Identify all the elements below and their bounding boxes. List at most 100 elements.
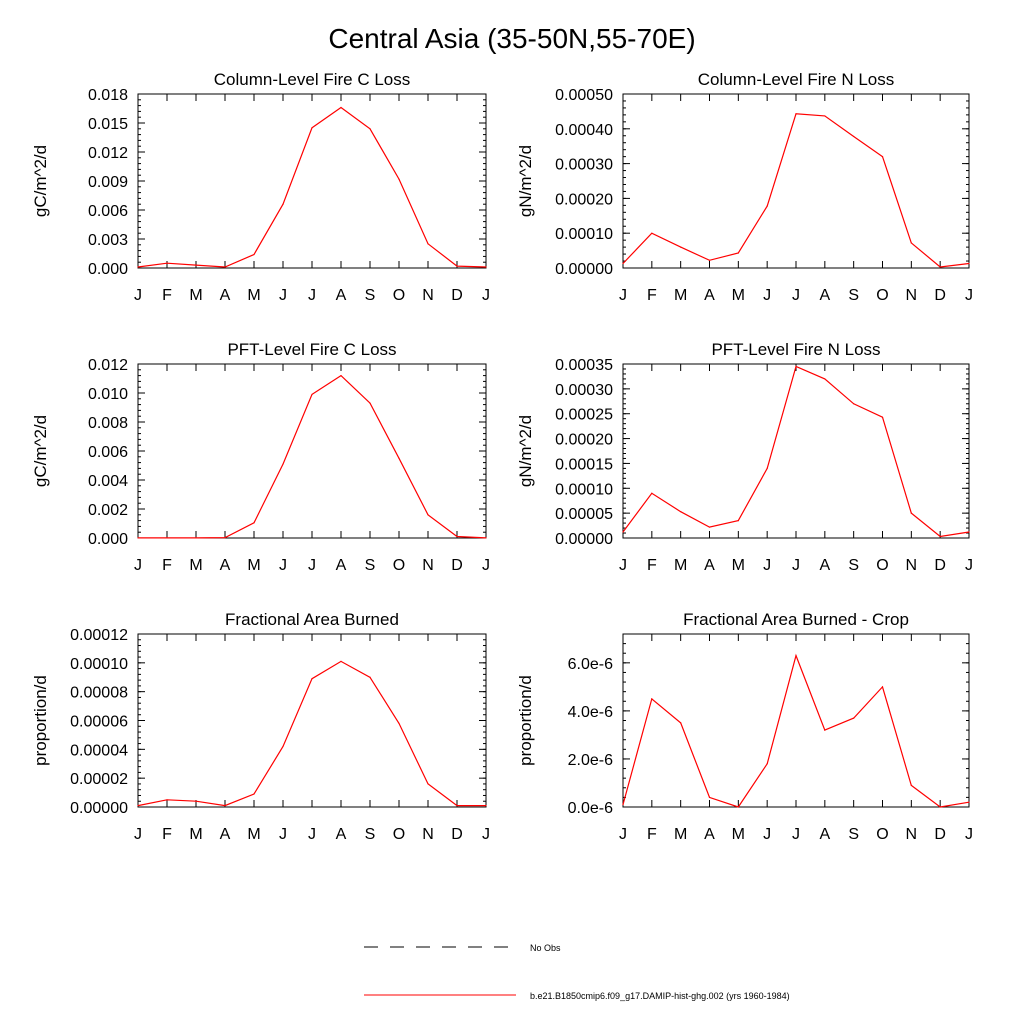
x-tick-label: S xyxy=(365,826,376,843)
data-point xyxy=(737,520,739,522)
x-tick-label: M xyxy=(247,826,260,843)
y-tick-label: 0.00008 xyxy=(70,685,128,702)
data-point xyxy=(795,655,797,657)
y-tick-label: 0.003 xyxy=(88,232,128,249)
x-tick-label: M xyxy=(189,557,202,574)
y-tick-label: 0.00000 xyxy=(70,800,128,817)
data-point xyxy=(398,722,400,724)
data-point xyxy=(253,253,255,256)
y-tick-label: 0.012 xyxy=(88,357,128,374)
x-tick-label: N xyxy=(422,557,434,574)
x-tick-label: J xyxy=(965,557,973,574)
data-point xyxy=(224,804,226,807)
y-tick-label: 0.000 xyxy=(88,261,128,278)
x-tick-label: J xyxy=(482,557,490,574)
series-line xyxy=(137,660,486,807)
x-tick-label: J xyxy=(308,826,316,843)
plot-frame xyxy=(137,93,487,269)
x-tick-label: J xyxy=(763,287,771,304)
x-tick-label: J xyxy=(619,287,627,304)
plot-frame xyxy=(622,93,970,269)
y-tick-label: 0.0e-6 xyxy=(568,800,613,817)
x-tick-label: D xyxy=(934,826,946,843)
y-axis-label: proportion/d xyxy=(516,675,535,766)
y-tick-label: 0.018 xyxy=(88,87,128,104)
chart-title: Fractional Area Burned - Crop xyxy=(683,610,909,629)
x-tick-label: O xyxy=(876,287,888,304)
y-tick-label: 0.00025 xyxy=(555,407,613,424)
data-point xyxy=(485,537,487,539)
x-tick-label: F xyxy=(162,826,172,843)
y-tick-label: 0.000 xyxy=(88,531,128,548)
y-tick-label: 0.00035 xyxy=(555,357,613,374)
x-tick-label: O xyxy=(876,557,888,574)
series-line xyxy=(138,374,487,539)
y-axis-label: gC/m^2/d xyxy=(31,415,50,487)
series-line xyxy=(622,113,970,268)
y-tick-label: 0.00000 xyxy=(555,531,613,548)
y-tick-label: 0.00012 xyxy=(70,627,128,644)
data-point xyxy=(968,262,970,265)
data-point xyxy=(398,457,400,459)
x-tick-label: A xyxy=(336,557,347,574)
data-point xyxy=(680,511,682,513)
y-tick-label: 0.008 xyxy=(88,415,128,432)
data-point xyxy=(766,467,768,469)
y-tick-label: 0.00015 xyxy=(555,456,613,473)
y-tick-label: 0.00010 xyxy=(555,481,613,498)
x-tick-label: J xyxy=(279,557,287,574)
y-tick-label: 0.006 xyxy=(88,444,128,461)
data-point xyxy=(311,127,313,129)
data-point xyxy=(708,259,711,261)
x-tick-label: N xyxy=(422,826,434,843)
x-tick-label: D xyxy=(451,557,463,574)
series-line xyxy=(622,365,970,538)
plot-frame xyxy=(622,633,970,808)
y-axis-label: gN/m^2/d xyxy=(516,145,535,217)
x-tick-label: F xyxy=(162,557,172,574)
data-point xyxy=(622,262,624,265)
chart-title: PFT-Level Fire N Loss xyxy=(711,340,880,359)
data-point xyxy=(910,512,912,514)
data-point xyxy=(737,252,739,254)
y-tick-label: 6.0e-6 xyxy=(568,656,613,673)
y-tick-label: 0.00030 xyxy=(555,157,613,174)
data-point xyxy=(968,531,970,533)
x-tick-label: S xyxy=(848,557,859,574)
data-point xyxy=(485,804,487,807)
series-line xyxy=(622,653,970,808)
x-tick-label: A xyxy=(220,287,231,304)
x-tick-label: J xyxy=(763,557,771,574)
plot-frame xyxy=(137,633,487,808)
x-tick-label: A xyxy=(220,826,231,843)
data-point xyxy=(853,135,855,138)
data-point xyxy=(282,463,284,465)
data-point xyxy=(881,156,884,158)
data-point xyxy=(651,232,653,234)
chart-panel-6: Fractional Area Burned - Crop proportion/… xyxy=(516,610,973,843)
figure-title: Central Asia (35-50N,55-70E) xyxy=(328,23,695,54)
data-point xyxy=(282,203,284,205)
y-tick-label: 0.00010 xyxy=(555,226,613,243)
y-tick-label: 0.015 xyxy=(88,116,128,133)
data-point xyxy=(253,522,255,524)
x-tick-label: S xyxy=(848,287,859,304)
chart-panel-1: Column-Level Fire C Loss gC/m^2/d 0.000 0.0… xyxy=(31,70,490,304)
data-point xyxy=(311,393,313,396)
x-tick-label: M xyxy=(674,826,687,843)
x-tick-label: A xyxy=(704,557,715,574)
x-tick-label: N xyxy=(906,287,918,304)
data-point xyxy=(456,265,458,267)
series-line xyxy=(137,106,487,268)
x-tick-label: M xyxy=(674,287,687,304)
data-point xyxy=(853,717,855,719)
x-tick-label: A xyxy=(819,826,830,843)
data-point xyxy=(369,676,371,678)
chart-panel-3: PFT-Level Fire C Loss gC/m^2/d 0.000 0.002 0… xyxy=(31,340,490,574)
x-tick-label: J xyxy=(619,826,627,843)
x-tick-label: J xyxy=(279,826,287,843)
x-tick-label: D xyxy=(934,287,946,304)
x-tick-label: J xyxy=(482,287,490,304)
data-point xyxy=(427,514,429,516)
